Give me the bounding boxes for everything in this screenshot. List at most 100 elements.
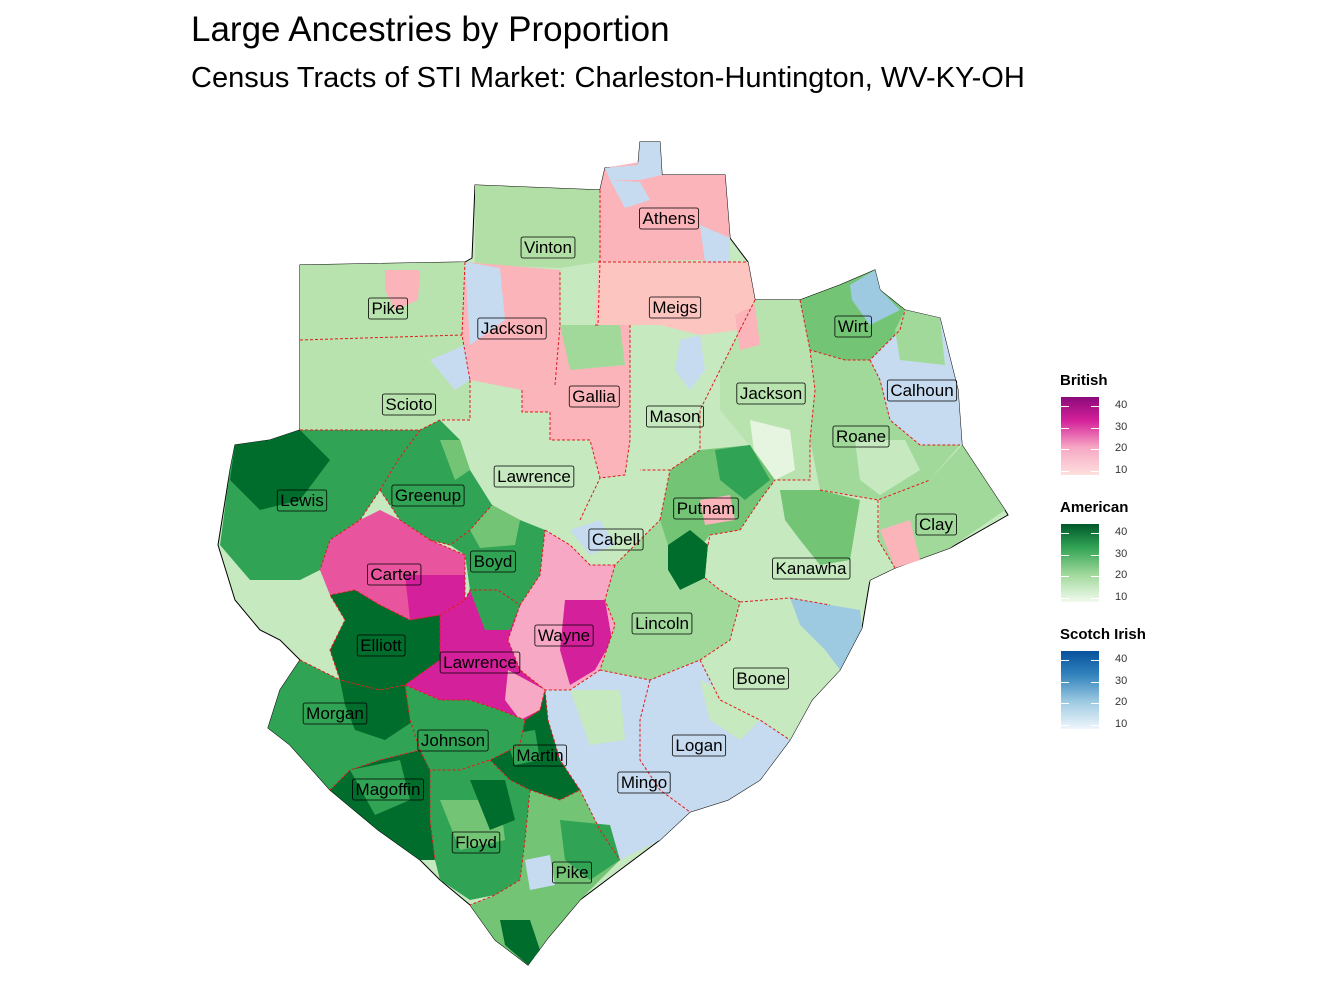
- county-label-box: [534, 624, 594, 647]
- region-lincoln: [600, 520, 740, 680]
- region-logan: [640, 660, 790, 812]
- county-label-box: [520, 236, 576, 259]
- county-label-box: [356, 634, 406, 657]
- county-label-box: [772, 557, 851, 580]
- county-label-box: [417, 729, 489, 752]
- county-label-text: Logan: [675, 736, 722, 755]
- county-label-text: Boone: [736, 669, 785, 688]
- county-label: Elliott: [356, 634, 406, 657]
- region-putnam-pink: [700, 495, 735, 525]
- county-label: Jackson: [736, 382, 806, 405]
- county-label-box: [512, 744, 568, 767]
- county-label-text: Pike: [371, 299, 404, 318]
- county-label-text: Cabell: [592, 530, 640, 549]
- county-label: Mason: [646, 405, 704, 428]
- region-johnson: [405, 685, 525, 770]
- region-jackson-oh-blue: [465, 262, 505, 345]
- legend-british-tick: 30: [1115, 421, 1128, 433]
- county-labels: Athens Vinton Pike Jackson Meigs Wirt Calhoun G…: [276, 207, 958, 884]
- county-label-text: Wirt: [838, 317, 868, 336]
- region-lawrence-ky-pink: [505, 670, 545, 720]
- region-pike-ky-blue: [525, 855, 555, 890]
- county-label: Lincoln: [631, 612, 693, 635]
- legend-american-title: American: [1060, 499, 1129, 516]
- county-label: Mingo: [617, 771, 671, 794]
- county-label: Boone: [733, 667, 789, 690]
- region-vinton: [475, 185, 600, 268]
- county-label-box: [302, 702, 368, 725]
- legend-scotch-irish-title: Scotch Irish: [1060, 626, 1146, 643]
- legend-scotch-irish-tick: 20: [1115, 696, 1128, 708]
- county-label: Calhoun: [886, 379, 958, 402]
- legend-scotch-irish-tick: 30: [1115, 675, 1128, 687]
- county-label: Johnson: [417, 729, 489, 752]
- region-gallia-green: [560, 325, 625, 370]
- county-label-text: Lawrence: [443, 653, 517, 672]
- county-label-text: Carter: [370, 565, 418, 584]
- county-label: Pike: [368, 297, 408, 320]
- county-label-text: Johnson: [421, 731, 485, 750]
- county-label: Boyd: [470, 550, 516, 573]
- county-label-text: Clay: [919, 515, 954, 534]
- county-label: Cabell: [588, 528, 644, 551]
- region-wirt-blue: [850, 270, 900, 325]
- county-label-box: [639, 207, 699, 230]
- county-label: Wirt: [834, 315, 872, 338]
- county-label-box: [736, 382, 806, 405]
- county-label-text: Lawrence: [497, 467, 571, 486]
- county-label-box: [366, 563, 422, 586]
- county-label-box: [834, 315, 872, 338]
- legend-scotch-irish-colorbar: [1061, 651, 1099, 729]
- county-label-text: Meigs: [652, 298, 697, 317]
- legend-scotch-irish-tick: 40: [1115, 653, 1128, 665]
- county-label-text: Calhoun: [890, 381, 953, 400]
- county-label-text: Scioto: [385, 395, 432, 414]
- county-label: Martin: [512, 744, 568, 767]
- region-athens-blue3: [610, 180, 650, 208]
- county-label: Pike: [552, 861, 592, 884]
- county-label: Greenup: [391, 484, 465, 507]
- region-pike-ky-dark: [500, 920, 540, 965]
- county-label: Morgan: [302, 702, 368, 725]
- legend-british: British 40 30 20 10: [1060, 372, 1210, 476]
- county-label-box: [352, 778, 424, 801]
- region-scioto: [300, 335, 470, 430]
- county-label-text: Mason: [649, 407, 700, 426]
- region-mingo-green: [570, 690, 625, 745]
- legend-british-colorbar: [1061, 397, 1099, 475]
- region-logan-green: [700, 680, 760, 740]
- county-label-box: [631, 612, 693, 635]
- region-pike-ky-mid: [560, 820, 620, 880]
- region-roane-light: [855, 440, 920, 495]
- region-magoffin-mid: [350, 760, 410, 815]
- legend-scotch-irish-tick: 10: [1115, 718, 1128, 730]
- county-label: Logan: [671, 734, 727, 757]
- legend-american-colorbar: [1061, 524, 1099, 602]
- county-label: Putnam: [673, 497, 739, 520]
- county-label: Lewis: [276, 489, 328, 512]
- region-mason: [630, 325, 740, 470]
- county-label-box: [673, 497, 739, 520]
- legend-british-title: British: [1060, 372, 1108, 389]
- region-mason-blue: [675, 335, 705, 390]
- county-label-box: [648, 296, 702, 319]
- region-athens-blue: [605, 142, 662, 180]
- map-title: Large Ancestries by Proportion: [191, 10, 670, 49]
- county-label-box: [552, 861, 592, 884]
- legend-american: American 40 30 20 10: [1060, 499, 1210, 603]
- legend-british-tick: 10: [1115, 464, 1128, 476]
- region-elliott: [330, 590, 440, 690]
- county-label-text: Lincoln: [635, 614, 689, 633]
- county-label-text: Morgan: [306, 704, 364, 723]
- county-label-box: [381, 393, 437, 416]
- region-meigs: [595, 262, 755, 335]
- county-label: Athens: [639, 207, 699, 230]
- county-label: Clay: [915, 513, 957, 536]
- county-label: Lawrence: [493, 465, 575, 488]
- region-pike-oh-pink: [385, 270, 420, 310]
- county-label-text: Wayne: [538, 626, 590, 645]
- region-lawrence-oh: [440, 412, 600, 530]
- county-label: Floyd: [451, 831, 501, 854]
- county-label-text: Kanawha: [776, 559, 847, 578]
